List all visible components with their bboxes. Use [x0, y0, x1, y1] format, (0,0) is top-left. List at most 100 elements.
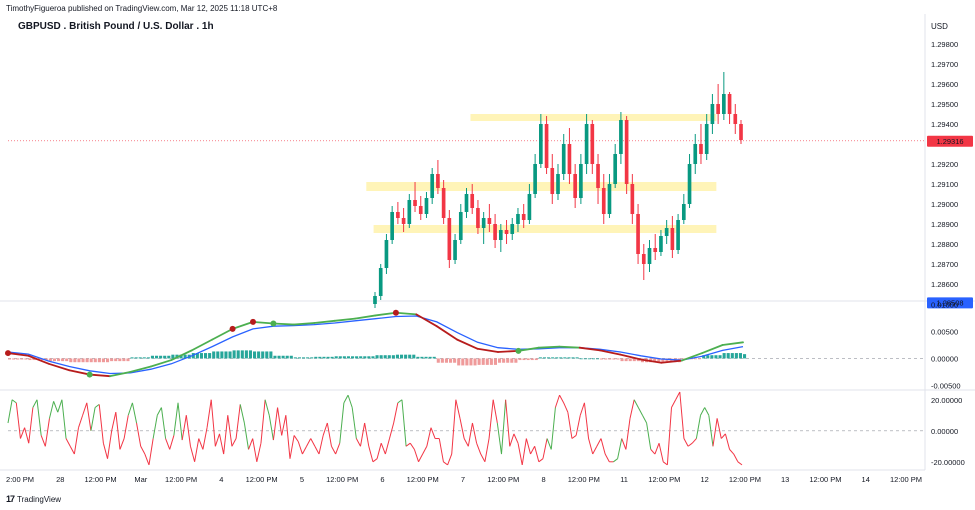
oscillator-line-segment: [322, 422, 328, 436]
candle-body: [727, 94, 732, 114]
macd-histogram-bar: [710, 355, 714, 359]
macd-histogram-bar: [702, 355, 706, 359]
macd-histogram-bar: [583, 358, 587, 360]
candle-body: [521, 214, 526, 220]
macd-histogram-bar: [694, 358, 698, 360]
macd-histogram-bar: [122, 358, 126, 362]
candle-body: [733, 114, 738, 124]
macd-histogram-bar: [322, 356, 326, 359]
oscillator-line-segment: [571, 435, 577, 439]
x-tick-label: 13: [781, 475, 789, 484]
bull-cross-dot: [86, 371, 93, 378]
price-panel: 1.29800 1.29700 1.29600 1.29500 1.29400 1.292…: [0, 14, 975, 470]
candle-body: [641, 254, 646, 264]
macd-histogram-bar: [363, 356, 367, 359]
bear-cross-dot: [229, 325, 236, 332]
macd-line-segment: [313, 319, 336, 324]
candle-body: [670, 228, 675, 250]
oscillator-line-segment: [102, 443, 109, 459]
macd-histogram-bar: [465, 358, 469, 366]
macd-histogram-bar: [657, 358, 661, 363]
price-tick-label: 1.28600: [931, 280, 958, 289]
candle-body: [596, 164, 600, 188]
macd-histogram-bar: [216, 351, 220, 359]
macd-histogram-bar: [730, 353, 734, 359]
macd-histogram-bar: [330, 356, 334, 359]
oscillator-line-segment: [604, 453, 610, 463]
bear-cross-dot: [5, 350, 11, 357]
macd-histogram-bar: [224, 351, 228, 359]
oscillator-line-segment: [7, 399, 13, 424]
candle-body: [561, 144, 566, 174]
macd-histogram-bar: [743, 354, 747, 359]
oscillator-line-segment: [592, 446, 598, 455]
oscillator-line-segment: [239, 404, 245, 424]
macd-signal-line: [7, 315, 744, 375]
macd-histogram-bar: [457, 358, 461, 366]
oscillator-line-segment: [733, 453, 739, 463]
oscillator-line-segment: [301, 446, 308, 455]
support-resistance-zone: [373, 225, 717, 233]
oscillator-line-segment: [405, 442, 411, 447]
oscillator-line-segment: [94, 404, 100, 408]
oscillator-line-segment: [264, 399, 270, 416]
macd-histogram-bar: [600, 358, 604, 360]
tradingview-footer[interactable]: 17 TradingView: [6, 494, 61, 504]
macd-line-segment: [292, 322, 316, 326]
candle-body: [464, 194, 469, 212]
macd-histogram-bar: [273, 355, 277, 359]
candle-body: [624, 120, 629, 184]
oscillator-line-segment: [140, 446, 146, 455]
macd-line-segment: [578, 346, 601, 352]
macd-line-segment: [354, 314, 377, 320]
macd-histogram-bar: [159, 355, 163, 359]
macd-histogram-bar: [97, 358, 101, 363]
macd-histogram-bar: [163, 355, 167, 359]
candle-body: [584, 124, 589, 164]
macd-histogram-bar: [432, 356, 436, 359]
oscillator-line-segment: [451, 399, 457, 455]
support-resistance-zone: [470, 114, 717, 121]
macd-line-segment: [27, 354, 50, 365]
macd-histogram-bar: [538, 357, 542, 359]
oscillator-line-segment: [235, 404, 241, 439]
macd-line-segment: [660, 359, 683, 364]
oscillator-line-segment: [169, 435, 175, 450]
macd-histogram-bar: [89, 358, 93, 363]
macd-histogram-bar: [302, 357, 306, 359]
oscillator-line-segment: [666, 407, 673, 465]
macd-line-segment: [129, 365, 152, 373]
macd-histogram-bar: [334, 356, 338, 359]
oscillator-line-segment: [637, 407, 643, 416]
macd-line-segment: [497, 350, 520, 353]
oscillator-line-segment: [219, 433, 225, 455]
macd-histogram-bar: [297, 357, 301, 359]
macd-histogram-bar: [681, 358, 685, 360]
x-tick-label: 12:00 PM: [648, 475, 680, 484]
candle-body: [481, 218, 486, 228]
oscillator-line-segment: [351, 407, 357, 439]
oscillator-line-segment: [318, 435, 324, 455]
macd-histogram-bar: [375, 355, 379, 359]
macd-line-segment: [109, 370, 132, 378]
macd-histogram-bar: [706, 355, 710, 359]
macd-histogram-bar: [518, 358, 522, 361]
macd-histogram-bar: [134, 357, 138, 359]
macd-line-segment: [476, 347, 499, 353]
macd-histogram-bar: [150, 355, 154, 359]
macd-histogram-bar: [587, 358, 591, 360]
oscillator-line-segment: [268, 415, 274, 441]
oscillator-line-segment: [343, 394, 349, 404]
macd-histogram-bar: [563, 357, 567, 359]
oscillator-line-segment: [111, 412, 117, 431]
oscillator-line-segment: [277, 407, 283, 436]
macd-histogram-bar: [306, 357, 310, 359]
macd-histogram-bar: [199, 353, 203, 359]
x-tick-label: 7: [461, 475, 465, 484]
macd-histogram-bar: [514, 358, 518, 363]
candle-body: [619, 120, 623, 154]
macd-histogram-bar: [265, 351, 269, 359]
oscillator-line-segment: [625, 418, 631, 450]
oscillator-line-segment: [542, 438, 548, 459]
